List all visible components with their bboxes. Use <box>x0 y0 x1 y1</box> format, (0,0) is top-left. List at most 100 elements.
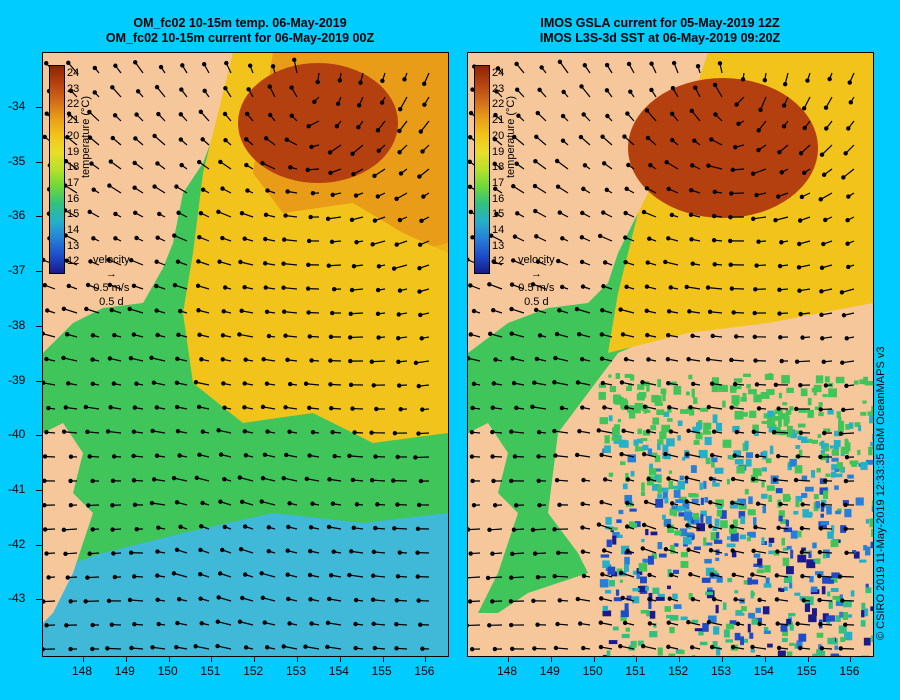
current-vector-head <box>84 306 89 312</box>
current-vector-head <box>640 546 646 551</box>
current-vector-head <box>578 134 584 140</box>
current-vector-head <box>105 646 110 651</box>
current-vector-head <box>492 137 498 142</box>
current-vector-head <box>65 575 70 580</box>
current-vector-head <box>330 310 335 316</box>
current-vector-head <box>663 451 668 457</box>
current-vector-head <box>537 87 542 93</box>
sst-pixel <box>677 435 681 441</box>
y-tick <box>36 435 42 437</box>
current-vector-head <box>775 621 780 626</box>
current-vector <box>752 574 767 578</box>
current-vector-head <box>92 65 98 71</box>
sst-pixel <box>655 498 664 508</box>
sst-pixel <box>658 553 667 558</box>
current-vector-head <box>266 525 272 530</box>
current-vector-head <box>281 476 286 481</box>
current-vector-head <box>468 159 473 165</box>
sst-pixel <box>657 443 661 450</box>
current-vector-head <box>330 192 335 197</box>
current-vector <box>554 381 569 386</box>
sst-pixel <box>834 430 841 437</box>
x-tick-label: 152 <box>668 664 689 678</box>
current-vector-head <box>669 212 675 218</box>
current-vector-head <box>307 453 312 458</box>
current-vector <box>293 59 298 74</box>
sst-pixel <box>836 462 843 472</box>
current-vector-head <box>750 572 755 577</box>
x-tick <box>679 656 681 662</box>
sst-pixel <box>744 440 749 450</box>
sst-pixel <box>786 545 792 550</box>
sst-pixel <box>715 604 719 614</box>
current-vector-head <box>771 429 777 435</box>
sst-pixel <box>781 637 788 643</box>
sst-pixel <box>645 529 649 536</box>
sst-pixel <box>624 603 629 613</box>
sst-pixel <box>617 534 623 539</box>
colorbar-tick-label: 15 <box>67 208 80 221</box>
sst-pixel <box>714 467 724 474</box>
current-vector-head <box>734 429 739 435</box>
sst-pixel <box>668 653 676 656</box>
sst-pixel <box>698 631 704 636</box>
sst-pixel <box>804 390 808 396</box>
current-vector-head <box>692 138 697 143</box>
sst-pixel <box>606 650 611 656</box>
sst-pixel <box>624 556 630 565</box>
current-vector-head <box>155 549 160 554</box>
y-tick-label: -42 <box>8 536 26 551</box>
current-vector-head <box>127 306 132 312</box>
current-vector-head <box>245 188 250 193</box>
current-vector-head <box>668 429 674 434</box>
sst-pixel <box>763 583 772 588</box>
current-vector-head <box>174 184 179 189</box>
current-vector-head <box>259 499 264 504</box>
current-vector-head <box>110 478 116 483</box>
sst-pixel <box>786 496 792 501</box>
current-vector-head <box>493 357 498 362</box>
current-vector-head <box>689 645 695 650</box>
current-vector-head <box>750 644 755 650</box>
current-vector-head <box>800 574 805 579</box>
current-vector-head <box>131 453 136 459</box>
current-vector-head <box>64 623 69 628</box>
current-vector-head <box>198 596 203 601</box>
sst-pixel <box>745 458 752 467</box>
sst-pixel <box>830 471 837 478</box>
current-vector-head <box>43 331 45 336</box>
sst-pixel <box>740 396 747 402</box>
sst-pixel <box>652 417 660 425</box>
right-map-panel[interactable]: 24 23 22 21 20 19 18 17 16 15 14 13 12 temperature (… <box>467 52 874 657</box>
sst-pixel <box>762 450 768 460</box>
current-vector-head <box>149 355 154 361</box>
current-vector-head <box>289 85 294 90</box>
left-map-panel[interactable]: 24 23 22 21 20 19 18 17 16 15 14 13 12 temperature (… <box>42 52 449 657</box>
sst-pixel <box>649 452 658 457</box>
sst-pixel <box>794 465 803 474</box>
sst-pixel <box>735 609 743 614</box>
sst-pixel <box>743 580 749 585</box>
current-vector-head <box>666 620 671 625</box>
current-vector-head <box>838 431 844 436</box>
left-vector-field <box>43 57 430 652</box>
x-tick-label: 148 <box>72 664 93 678</box>
sst-pixel <box>749 632 754 639</box>
current-vector-head <box>781 103 787 108</box>
current-vector-head <box>510 646 515 652</box>
current-vector <box>556 160 569 170</box>
sst-pixel <box>693 512 700 520</box>
current-vector-head <box>285 548 290 553</box>
current-vector-head <box>801 106 807 111</box>
current-vector-head <box>260 595 266 601</box>
sst-pixel <box>686 532 694 536</box>
current-vector-head <box>796 265 802 270</box>
current-vector-head <box>350 151 355 156</box>
current-vector-head <box>841 313 847 318</box>
current-vector-head <box>823 105 829 110</box>
sst-pixel <box>746 383 751 389</box>
sst-pixel <box>753 553 761 558</box>
sst-pixel <box>661 487 669 492</box>
current-vector-head <box>818 526 824 531</box>
current-vector <box>796 479 811 482</box>
